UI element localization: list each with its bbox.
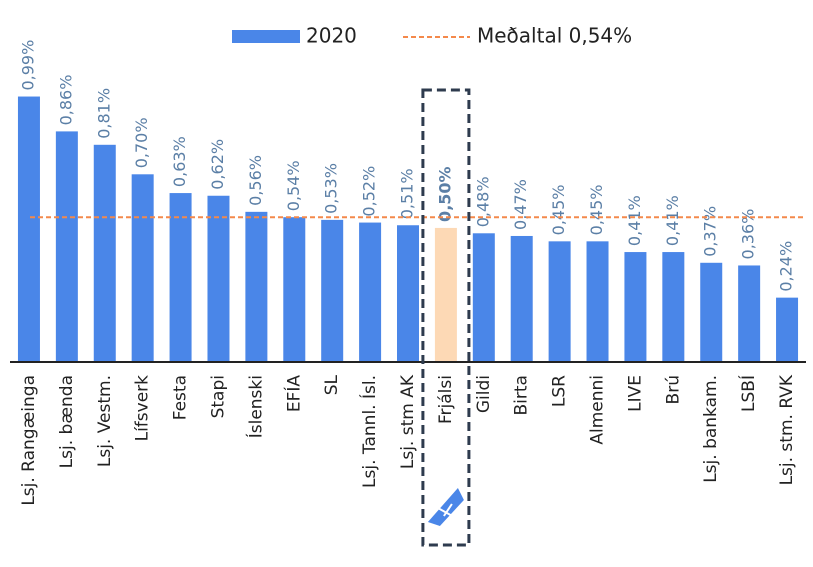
bar xyxy=(510,235,533,362)
x-tick-label: Lsj. Tannl. Ísl. xyxy=(358,375,380,488)
bar xyxy=(434,227,457,362)
x-tick-label: Almenni xyxy=(588,375,608,445)
legend-label: Meðaltal 0,54% xyxy=(477,24,632,48)
bar xyxy=(93,144,116,362)
value-label: 0,45% xyxy=(549,185,568,236)
x-tick-label: Íslenski xyxy=(244,375,266,438)
value-label: 0,86% xyxy=(56,75,75,126)
bar xyxy=(776,297,799,362)
value-label: 0,51% xyxy=(398,168,417,219)
legend-swatch xyxy=(232,30,300,43)
value-label: 0,70% xyxy=(132,117,151,168)
bar xyxy=(397,225,419,362)
x-tick-label: EFÍA xyxy=(282,375,304,413)
value-label: 0,99% xyxy=(18,40,37,91)
bar xyxy=(321,219,344,362)
x-tick-label: LSBÍ xyxy=(737,375,759,412)
bar xyxy=(55,131,78,362)
bar xyxy=(207,195,230,362)
x-tick-label: Lsj. stm. RVK xyxy=(777,374,797,485)
value-label: 0,37% xyxy=(701,206,720,257)
value-label: 0,36% xyxy=(739,209,758,260)
x-tick-label: LSR xyxy=(550,375,570,407)
x-tick-label: Lsj. bænda xyxy=(57,375,77,468)
bar xyxy=(738,265,761,362)
bar xyxy=(359,222,382,362)
x-tick-label: Stapi xyxy=(208,375,228,418)
value-label: 0,54% xyxy=(284,160,303,211)
value-label: 0,81% xyxy=(94,88,113,139)
highlight-box xyxy=(421,88,471,547)
value-label: 0,52% xyxy=(360,166,379,217)
value-label: 0,24% xyxy=(777,241,796,292)
icon xyxy=(427,488,464,526)
x-tick-label: Lsj. Vestm. xyxy=(95,375,115,467)
bar xyxy=(700,262,723,362)
bar xyxy=(245,211,268,362)
x-tick-label: SL xyxy=(322,374,342,395)
value-label: 0,41% xyxy=(663,195,682,246)
value-label: 0,50% xyxy=(435,166,454,222)
bar xyxy=(131,174,154,362)
bar xyxy=(169,193,192,362)
bar xyxy=(624,252,647,362)
value-label: 0,53% xyxy=(322,163,341,214)
x-tick-label: Lsj. stm AK xyxy=(398,374,418,469)
x-tick-label: Birta xyxy=(512,375,532,415)
x-tick-label: Lsj. Rangæinga xyxy=(19,375,39,506)
x-tick-label: Brú xyxy=(663,375,683,404)
x-tick-label: Frjálsi xyxy=(436,375,456,424)
bar xyxy=(283,217,306,362)
legend-label: 2020 xyxy=(306,24,357,48)
bar xyxy=(17,96,40,363)
value-label: 0,62% xyxy=(208,139,227,190)
bar xyxy=(548,241,571,362)
x-tick-label: Gildi xyxy=(474,375,494,413)
x-tick-label: LIVE xyxy=(625,375,645,412)
x-tick-label: Lífsverk xyxy=(133,375,153,442)
bar xyxy=(472,233,495,362)
bar xyxy=(586,241,609,362)
value-label: 0,63% xyxy=(170,136,189,187)
value-label: 0,45% xyxy=(587,185,606,236)
bar xyxy=(662,252,685,362)
value-label: 0,56% xyxy=(246,155,265,206)
icon xyxy=(437,503,457,519)
x-tick-label: Festa xyxy=(171,375,191,420)
x-tick-label: Lsj. bankam. xyxy=(701,375,721,483)
value-label: 0,47% xyxy=(511,179,530,230)
value-label: 0,41% xyxy=(625,195,644,246)
value-label: 0,48% xyxy=(473,176,492,227)
